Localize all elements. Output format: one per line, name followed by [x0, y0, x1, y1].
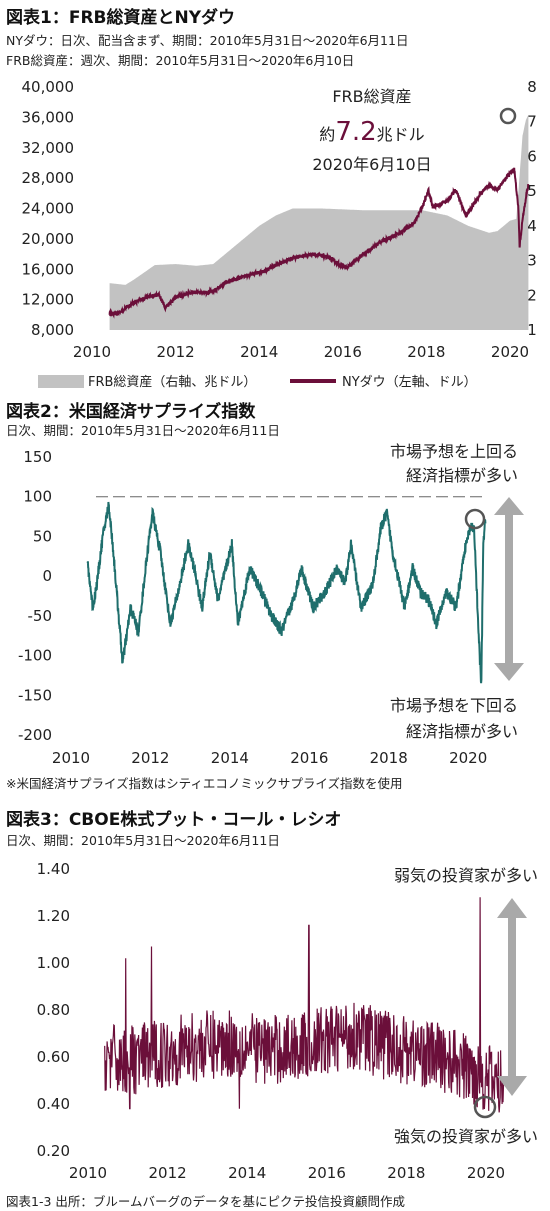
- left-axis-tick-label: 20,000: [22, 230, 75, 248]
- range-arrow: [494, 497, 524, 681]
- right-axis-tick-label: 2: [527, 286, 537, 304]
- left-axis-tick-label: 24,000: [22, 200, 75, 218]
- right-axis-tick-label: 8: [527, 78, 537, 96]
- right-axis-tick-label: 6: [527, 147, 537, 165]
- chart2-footnote: ※米国経済サプライズ指数はシティエコノミックサプライズ指数を使用: [6, 776, 402, 791]
- y-axis-tick-label: -200: [18, 726, 52, 744]
- highlight-circle: [499, 107, 517, 125]
- x-axis-tick-label: 2016: [324, 343, 362, 361]
- y-axis-tick-label: 1.00: [37, 954, 70, 972]
- x-axis-tick-label: 2016: [308, 1164, 346, 1182]
- bullish-label: 強気の投資家が多い: [394, 1127, 538, 1146]
- source-footer: 図表1-3 出所：ブルームバーグのデータを基にピクテ投信投資顧問作成: [6, 1194, 405, 1209]
- y-axis-tick-label: 1.20: [37, 907, 70, 925]
- y-axis-tick-label: 150: [23, 448, 52, 466]
- chart3-subtitle: 日次、期間：2010年5月31日～2020年6月11日: [6, 833, 280, 848]
- chart2-plot: 150 100 50 0 -50 -100 -150 -200 2010 2012 2014 201…: [6, 442, 524, 791]
- annotation-amount: 約7.2兆ドル: [319, 117, 424, 147]
- x-axis-tick-label: 2018: [407, 343, 445, 361]
- legend-line-label: NYダウ（左軸、ドル）: [342, 375, 477, 390]
- x-axis-tick-label: 2012: [131, 749, 169, 767]
- x-axis-tick-label: 2014: [240, 343, 278, 361]
- top-label-1: 市場予想を上回る: [390, 442, 518, 461]
- bearish-label: 弱気の投資家が多い: [394, 866, 538, 885]
- right-axis-tick-label: 7: [527, 113, 537, 131]
- right-axis-tick-label: 5: [527, 182, 537, 200]
- top-label-2: 経済指標が多い: [406, 466, 518, 485]
- chart1-title: 図表1：FRB総資産とNYダウ: [6, 8, 236, 28]
- chart2-subtitle: 日次、期間：2010年5月31日～2020年6月11日: [6, 423, 280, 438]
- y-axis-tick-label: -50: [28, 607, 53, 625]
- left-axis-tick-label: 12,000: [22, 291, 75, 309]
- frb-assets-area: [109, 114, 529, 330]
- legend-area-swatch: [38, 375, 84, 388]
- x-axis-tick-label: 2020: [449, 749, 487, 767]
- annotation-date: 2020年6月10日: [312, 155, 431, 174]
- y-axis-tick-label: 0.60: [37, 1048, 70, 1066]
- bottom-label-2: 経済指標が多い: [406, 722, 518, 741]
- y-axis-tick-label: 0.20: [37, 1142, 70, 1160]
- bottom-label-1: 市場予想を下回る: [390, 696, 518, 715]
- y-axis-tick-label: -150: [18, 686, 52, 704]
- left-axis-tick-label: 36,000: [22, 108, 75, 126]
- y-axis-tick-label: 0: [42, 567, 52, 585]
- y-axis-tick-label: 50: [33, 527, 52, 545]
- y-axis-tick-label: -100: [18, 647, 52, 665]
- chart1-plot: 40,00036,00032,00028,00024,00020,00016,0…: [22, 78, 537, 390]
- chart2-title: 図表2：米国経済サプライズ指数: [6, 402, 256, 422]
- x-axis-tick-label: 2018: [370, 749, 408, 767]
- chart3-title: 図表3：CBOE株式プット・コール・レシオ: [6, 810, 342, 830]
- x-axis-tick-label: 2018: [387, 1164, 425, 1182]
- left-axis-tick-label: 28,000: [22, 169, 75, 187]
- left-axis-tick-label: 16,000: [22, 260, 75, 278]
- x-axis-tick-label: 2012: [157, 343, 195, 361]
- range-arrow: [497, 898, 527, 1096]
- x-axis-tick-label: 2016: [290, 749, 328, 767]
- x-axis-tick-label: 2020: [467, 1164, 505, 1182]
- chart1-subtitle-1: NYダウ：日次、配当含まず、期間：2010年5月31日～2020年6月11日: [6, 33, 409, 48]
- y-axis-tick-label: 100: [23, 488, 52, 506]
- left-axis-tick-label: 8,000: [31, 321, 74, 339]
- annotation-frb: FRB総資産: [332, 87, 411, 106]
- highlight-circle: [464, 508, 486, 530]
- x-axis-tick-label: 2010: [73, 343, 111, 361]
- highlight-circle: [473, 1095, 497, 1119]
- right-axis-tick-label: 4: [527, 217, 537, 235]
- x-axis-tick-label: 2014: [211, 749, 249, 767]
- x-axis-tick-label: 2010: [69, 1164, 107, 1182]
- y-axis-tick-label: 0.80: [37, 1001, 70, 1019]
- legend-area-label: FRB総資産（右軸、兆ドル）: [88, 374, 256, 390]
- x-axis-tick-label: 2020: [491, 343, 529, 361]
- left-axis-tick-label: 40,000: [22, 78, 75, 96]
- surprise-index-line: [86, 501, 487, 684]
- chart3-plot: 1.40 1.20 1.00 0.80 0.60 0.40 0.20 2010 2012 201…: [6, 860, 538, 1209]
- left-axis-tick-label: 32,000: [22, 139, 75, 157]
- x-axis-tick-label: 2014: [228, 1164, 266, 1182]
- x-axis-tick-label: 2012: [149, 1164, 187, 1182]
- y-axis-tick-label: 0.40: [37, 1095, 70, 1113]
- right-axis-tick-label: 3: [527, 252, 537, 270]
- chart1-subtitle-2: FRB総資産：週次、期間：2010年5月31日～2020年6月10日: [6, 53, 355, 68]
- put-call-ratio-line: [104, 897, 505, 1113]
- y-axis-tick-label: 1.40: [37, 860, 70, 878]
- x-axis-tick-label: 2010: [52, 749, 90, 767]
- ny-dow-line: [108, 167, 530, 319]
- right-axis-tick-label: 1: [527, 321, 537, 339]
